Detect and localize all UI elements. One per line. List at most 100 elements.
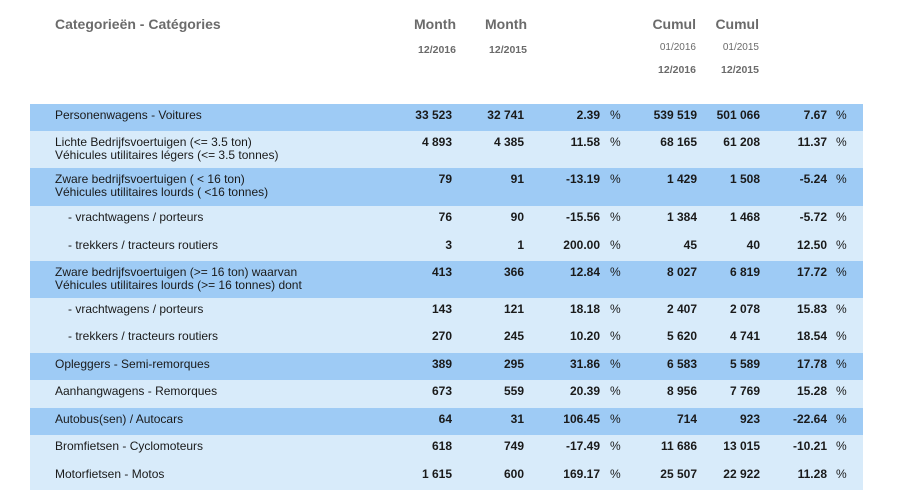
- row-label-fr: Véhicules utilitaires légers (<= 3.5 ton…: [55, 148, 279, 162]
- row-label: Autobus(sen) / Autocars: [55, 412, 184, 426]
- cumul-2015-value: 61 208: [723, 135, 760, 149]
- cumul-2016-from: 01/2016: [659, 42, 696, 53]
- cumul-2015-from: 01/2015: [722, 42, 759, 53]
- cumul-diff-value: 18.54: [796, 329, 827, 343]
- row-label-fr: Véhicules utilitaires lourds (>= 16 tonn…: [55, 278, 302, 292]
- table-row: Zware bedrijfsvoertuigen ( < 16 ton) Véh…: [30, 168, 863, 206]
- table-row: - vrachtwagens / porteurs 143 121 18.18 …: [30, 298, 863, 325]
- month-2016-value: 413: [431, 265, 452, 279]
- table-row: - trekkers / tracteurs routiers 3 1 200.…: [30, 234, 863, 261]
- cumul-2016-value: 6 583: [666, 357, 697, 371]
- month-diff-value: -15.56: [565, 210, 600, 224]
- cumul-percent-sign: %: [836, 467, 847, 481]
- cumul-percent-sign: %: [836, 329, 847, 343]
- table-row: Motorfietsen - Motos 1 615 600 169.17 % …: [30, 463, 863, 490]
- table-row: Aanhangwagens - Remorques 673 559 20.39 …: [30, 380, 863, 408]
- cumul-2016-value: 45: [683, 238, 697, 252]
- cumul-diff-value: -5.24: [799, 172, 827, 186]
- registrations-table: Personenwagens - Voitures 33 523 32 741 …: [30, 104, 863, 490]
- month-percent-sign: %: [610, 238, 621, 252]
- cumul-diff-value: 15.83: [796, 302, 827, 316]
- month-percent-sign: %: [610, 412, 621, 426]
- month-percent-sign: %: [610, 329, 621, 343]
- month-2016-value: 3: [445, 238, 452, 252]
- cumul-2016-to: 12/2016: [658, 64, 696, 76]
- month-diff-value: 2.39: [576, 108, 600, 122]
- month-2015-value: 295: [503, 357, 524, 371]
- month-2015-value: 90: [510, 210, 524, 224]
- month-diff-value: 12.84: [569, 265, 600, 279]
- cumul-diff-value: 7.67: [803, 108, 827, 122]
- row-label: Opleggers - Semi-remorques: [55, 357, 210, 371]
- month-2015-value: 31: [510, 412, 524, 426]
- month-2015-value: 1: [517, 238, 524, 252]
- month-percent-sign: %: [610, 210, 621, 224]
- month-percent-sign: %: [610, 467, 621, 481]
- cumul-percent-sign: %: [836, 265, 847, 279]
- month-2015-period: 12/2015: [489, 44, 527, 56]
- cumul-percent-sign: %: [836, 302, 847, 316]
- cumul-2016-value: 8 956: [666, 384, 697, 398]
- month-diff-value: 31.86: [569, 357, 600, 371]
- month-2015-value: 559: [503, 384, 524, 398]
- table-row: - trekkers / tracteurs routiers 270 245 …: [30, 325, 863, 353]
- row-label-nl: Zware bedrijfsvoertuigen ( < 16 ton): [55, 172, 245, 186]
- cumul-2015-value: 22 922: [723, 467, 760, 481]
- cumul-percent-sign: %: [836, 412, 847, 426]
- cumul-percent-sign: %: [836, 357, 847, 371]
- cumul-diff-value: 17.72: [796, 265, 827, 279]
- row-label-fr: Véhicules utilitaires lourds ( <16 tonne…: [55, 185, 269, 199]
- cumul-2016-header: Cumul: [652, 16, 696, 32]
- row-label: - vrachtwagens / porteurs: [68, 302, 204, 316]
- month-2015-value: 600: [503, 467, 524, 481]
- month-diff-value: -17.49: [565, 439, 600, 453]
- cumul-2016-value: 714: [676, 412, 697, 426]
- month-diff-value: 200.00: [563, 238, 600, 252]
- cumul-diff-value: -22.64: [792, 412, 827, 426]
- table-row: Autobus(sen) / Autocars 64 31 106.45 % 7…: [30, 408, 863, 435]
- month-percent-sign: %: [610, 135, 621, 149]
- cumul-2015-value: 6 819: [729, 265, 760, 279]
- month-2015-value: 366: [503, 265, 524, 279]
- table-row: Opleggers - Semi-remorques 389 295 31.86…: [30, 353, 863, 380]
- category-header: Categorieën - Catégories: [55, 16, 221, 32]
- month-2016-period: 12/2016: [418, 44, 456, 56]
- cumul-2015-value: 5 589: [729, 357, 760, 371]
- cumul-2015-value: 40: [746, 238, 760, 252]
- cumul-percent-sign: %: [836, 108, 847, 122]
- row-label: Motorfietsen - Motos: [55, 467, 165, 481]
- row-label: Bromfietsen - Cyclomoteurs: [55, 439, 204, 453]
- cumul-2016-value: 1 429: [666, 172, 697, 186]
- cumul-2015-value: 501 066: [716, 108, 760, 122]
- month-diff-value: 169.17: [563, 467, 600, 481]
- cumul-2016-value: 2 407: [666, 302, 697, 316]
- month-2015-value: 749: [503, 439, 524, 453]
- month-diff-value: 10.20: [569, 329, 600, 343]
- month-2015-value: 121: [503, 302, 524, 316]
- month-2015-value: 91: [510, 172, 524, 186]
- cumul-2016-value: 8 027: [666, 265, 697, 279]
- cumul-percent-sign: %: [836, 210, 847, 224]
- row-label-nl: Lichte Bedrijfsvoertuigen (<= 3.5 ton): [55, 135, 252, 149]
- row-label: - trekkers / tracteurs routiers: [68, 238, 219, 252]
- row-label: Lichte Bedrijfsvoertuigen (<= 3.5 ton) V…: [55, 136, 385, 162]
- cumul-diff-value: 17.78: [796, 357, 827, 371]
- cumul-diff-value: 11.37: [797, 135, 827, 149]
- cumul-diff-value: -5.72: [799, 210, 827, 224]
- cumul-percent-sign: %: [836, 384, 847, 398]
- cumul-2015-value: 13 015: [723, 439, 760, 453]
- month-percent-sign: %: [610, 108, 621, 122]
- row-label: Personenwagens - Voitures: [55, 108, 202, 122]
- table-row: - vrachtwagens / porteurs 76 90 -15.56 %…: [30, 206, 863, 234]
- cumul-2016-value: 25 507: [660, 467, 697, 481]
- cumul-2015-header: Cumul: [715, 16, 759, 32]
- cumul-2016-value: 11 686: [660, 439, 697, 453]
- cumul-percent-sign: %: [836, 172, 847, 186]
- table-header: Categorieën - Catégories Month 12/2016 M…: [0, 0, 898, 104]
- month-2016-value: 76: [438, 210, 452, 224]
- row-label-nl: Zware bedrijfsvoertuigen (>= 16 ton) waa…: [55, 265, 298, 279]
- cumul-percent-sign: %: [836, 439, 847, 453]
- cumul-2016-value: 68 165: [660, 135, 697, 149]
- row-label: Aanhangwagens - Remorques: [55, 384, 218, 398]
- month-2016-value: 64: [438, 412, 452, 426]
